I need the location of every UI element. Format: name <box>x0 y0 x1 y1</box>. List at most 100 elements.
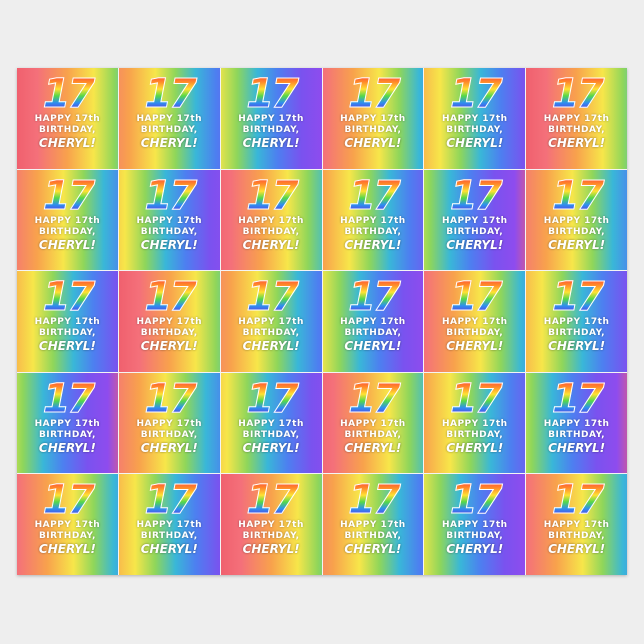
greeting-line-1: HAPPY 17th <box>543 317 610 328</box>
age-number: 17 <box>424 74 525 115</box>
birthday-tile: 17 HAPPY 17th BIRTHDAY, CHERYL! <box>118 68 220 169</box>
age-number: 17 <box>17 378 118 419</box>
greeting-line-1: HAPPY 17th <box>543 520 610 531</box>
age-number: 17 <box>17 175 118 216</box>
birthday-tile: 17 HAPPY 17th BIRTHDAY, CHERYL! <box>322 474 424 575</box>
greeting-line-1: HAPPY 17th <box>136 520 203 531</box>
greeting-line-1: HAPPY 17th <box>441 520 508 531</box>
recipient-name: CHERYL! <box>344 136 402 150</box>
birthday-tile: 17 HAPPY 17th BIRTHDAY, CHERYL! <box>424 169 526 271</box>
greeting-line-1: HAPPY 17th <box>340 418 406 429</box>
birthday-tile: 17 HAPPY 17th BIRTHDAY, CHERYL! <box>220 372 322 474</box>
greeting-line-2: BIRTHDAY, <box>344 125 402 135</box>
age-number: 17 <box>424 480 525 521</box>
greeting-line-1: HAPPY 17th <box>340 520 406 531</box>
age-number: 17 <box>323 378 424 419</box>
greeting-line-2: BIRTHDAY, <box>140 226 198 237</box>
greeting-line-1: HAPPY 17th <box>441 215 508 226</box>
greeting-line-2: BIRTHDAY, <box>548 125 606 135</box>
greeting-line-1: HAPPY 17th <box>238 520 304 531</box>
recipient-name: CHERYL! <box>446 542 504 557</box>
greeting-line-2: BIRTHDAY, <box>344 531 402 542</box>
greeting-line-2: BIRTHDAY, <box>548 226 606 237</box>
greeting-line-2: BIRTHDAY, <box>38 328 96 339</box>
greeting-line-2: BIRTHDAY, <box>446 531 504 542</box>
wrapping-paper-sheet: 17 HAPPY 17th BIRTHDAY, CHERYL! 17 HAPPY 17th… <box>17 68 627 575</box>
greeting-line-1: HAPPY 17th <box>34 418 101 429</box>
greeting-line-1: HAPPY 17th <box>34 520 101 531</box>
greeting-line-1: HAPPY 17th <box>340 215 406 226</box>
birthday-tile: 17 HAPPY 17th BIRTHDAY, CHERYL! <box>322 372 424 474</box>
greeting-line-2: BIRTHDAY, <box>446 226 504 237</box>
greeting-line-1: HAPPY 17th <box>543 215 610 226</box>
age-number: 17 <box>119 378 220 419</box>
greeting-line-2: BIRTHDAY, <box>344 328 402 339</box>
recipient-name: CHERYL! <box>344 339 402 354</box>
birthday-tile: 17 HAPPY 17th BIRTHDAY, CHERYL! <box>220 271 322 372</box>
greeting-line-2: BIRTHDAY, <box>446 429 504 440</box>
greeting-line-1: HAPPY 17th <box>136 418 203 429</box>
greeting-line-2: BIRTHDAY, <box>242 429 300 440</box>
greeting-line-2: BIRTHDAY, <box>548 429 606 440</box>
greeting-line-1: HAPPY 17th <box>441 418 508 429</box>
greeting-line-2: BIRTHDAY, <box>140 429 198 440</box>
recipient-name: CHERYL! <box>344 237 402 252</box>
birthday-tile: 17 HAPPY 17th BIRTHDAY, CHERYL! <box>526 68 627 169</box>
age-number: 17 <box>424 378 525 419</box>
birthday-tile: 17 HAPPY 17th BIRTHDAY, CHERYL! <box>424 474 526 575</box>
birthday-tile: 17 HAPPY 17th BIRTHDAY, CHERYL! <box>424 372 526 474</box>
greeting-line-2: BIRTHDAY, <box>38 226 96 237</box>
recipient-name: CHERYL! <box>140 542 198 557</box>
age-number: 17 <box>119 480 220 521</box>
greeting-line-2: BIRTHDAY, <box>344 226 402 237</box>
birthday-tile: 17 HAPPY 17th BIRTHDAY, CHERYL! <box>17 372 118 474</box>
birthday-tile: 17 HAPPY 17th BIRTHDAY, CHERYL! <box>118 271 220 372</box>
age-number: 17 <box>526 480 627 521</box>
recipient-name: CHERYL! <box>140 136 198 150</box>
greeting-line-1: HAPPY 17th <box>340 317 406 328</box>
greeting-line-2: BIRTHDAY, <box>38 125 96 135</box>
greeting-line-2: BIRTHDAY, <box>446 125 504 135</box>
greeting-line-2: BIRTHDAY, <box>548 328 606 339</box>
age-number: 17 <box>119 74 220 115</box>
greeting-line-1: HAPPY 17th <box>543 114 610 124</box>
age-number: 17 <box>221 378 322 419</box>
greeting-line-1: HAPPY 17th <box>238 418 304 429</box>
birthday-tile: 17 HAPPY 17th BIRTHDAY, CHERYL! <box>220 169 322 271</box>
age-number: 17 <box>323 277 424 318</box>
recipient-name: CHERYL! <box>38 339 96 354</box>
recipient-name: CHERYL! <box>446 237 504 252</box>
greeting-line-2: BIRTHDAY, <box>242 531 300 542</box>
recipient-name: CHERYL! <box>140 237 198 252</box>
greeting-line-2: BIRTHDAY, <box>140 531 198 542</box>
greeting-line-1: HAPPY 17th <box>543 418 610 429</box>
greeting-line-2: BIRTHDAY, <box>140 328 198 339</box>
greeting-line-1: HAPPY 17th <box>34 215 101 226</box>
greeting-line-2: BIRTHDAY, <box>38 429 96 440</box>
recipient-name: CHERYL! <box>242 339 300 354</box>
recipient-name: CHERYL! <box>548 440 606 455</box>
age-number: 17 <box>526 74 627 115</box>
birthday-tile: 17 HAPPY 17th BIRTHDAY, CHERYL! <box>526 474 627 575</box>
greeting-line-1: HAPPY 17th <box>136 215 203 226</box>
age-number: 17 <box>221 277 322 318</box>
recipient-name: CHERYL! <box>344 542 402 557</box>
birthday-tile: 17 HAPPY 17th BIRTHDAY, CHERYL! <box>526 372 627 474</box>
recipient-name: CHERYL! <box>242 136 300 150</box>
age-number: 17 <box>119 277 220 318</box>
birthday-tile: 17 HAPPY 17th BIRTHDAY, CHERYL! <box>322 68 424 169</box>
age-number: 17 <box>424 175 525 216</box>
age-number: 17 <box>221 175 322 216</box>
birthday-tile: 17 HAPPY 17th BIRTHDAY, CHERYL! <box>220 68 322 169</box>
age-number: 17 <box>17 74 118 115</box>
age-number: 17 <box>119 175 220 216</box>
birthday-tile: 17 HAPPY 17th BIRTHDAY, CHERYL! <box>526 271 627 372</box>
recipient-name: CHERYL! <box>446 440 504 455</box>
greeting-line-1: HAPPY 17th <box>238 215 304 226</box>
birthday-tile: 17 HAPPY 17th BIRTHDAY, CHERYL! <box>17 68 118 169</box>
birthday-tile: 17 HAPPY 17th BIRTHDAY, CHERYL! <box>17 169 118 271</box>
recipient-name: CHERYL! <box>548 237 606 252</box>
recipient-name: CHERYL! <box>548 542 606 557</box>
age-number: 17 <box>424 277 525 318</box>
age-number: 17 <box>323 480 424 521</box>
